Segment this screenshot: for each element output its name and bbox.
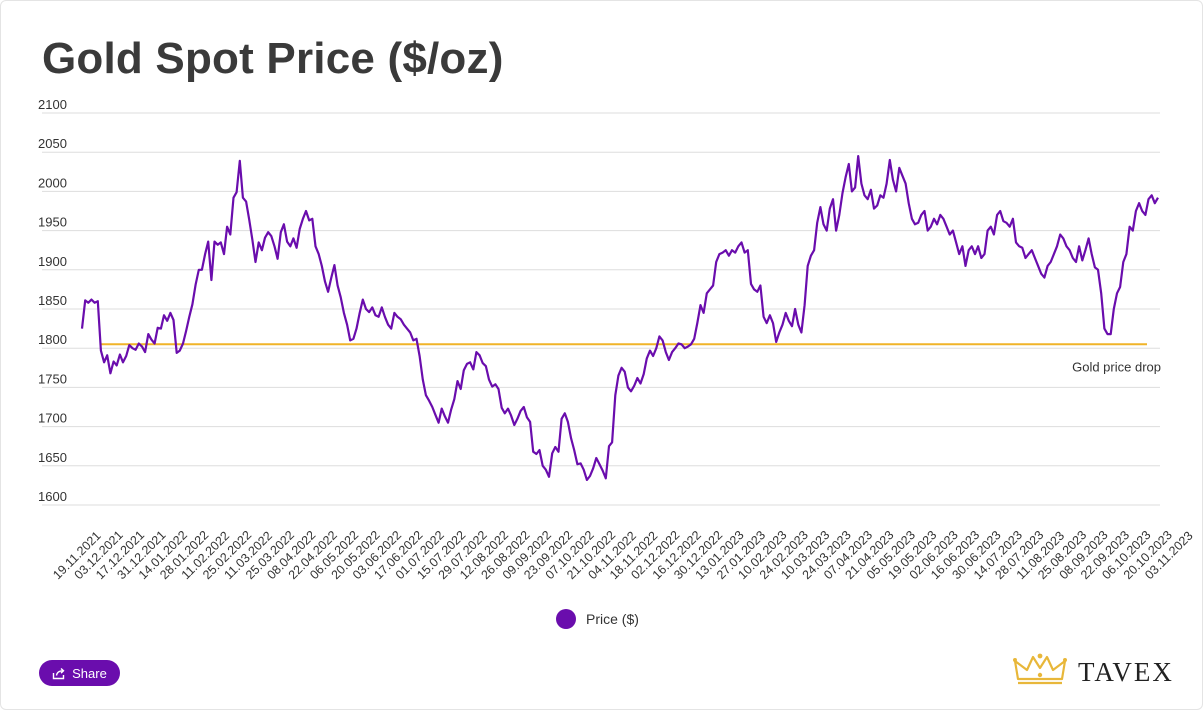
reference-line-label: Gold price drop: [1072, 359, 1161, 374]
price-series-line: [80, 155, 1159, 481]
y-tick-label: 2100: [38, 97, 67, 112]
brand-logo: TAVEX: [1012, 652, 1174, 693]
y-tick-label: 1600: [38, 489, 67, 504]
logo-text: TAVEX: [1078, 657, 1174, 687]
legend[interactable]: Price ($): [556, 608, 639, 630]
share-label: Share: [72, 665, 107, 681]
share-icon: [52, 667, 65, 680]
y-tick-label: 1900: [38, 254, 67, 269]
y-tick-label: 1950: [38, 215, 67, 230]
y-tick-label: 1850: [38, 293, 67, 308]
y-tick-label: 1700: [38, 411, 67, 426]
legend-label: Price ($): [586, 611, 639, 627]
page-title: Gold Spot Price ($/oz): [42, 34, 504, 83]
y-tick-label: 1800: [38, 332, 67, 347]
y-tick-label: 1650: [38, 450, 67, 465]
share-button[interactable]: Share: [39, 660, 120, 686]
y-tick-label: 2000: [38, 175, 67, 190]
y-tick-label: 1750: [38, 371, 67, 386]
y-tick-label: 2050: [38, 136, 67, 151]
legend-marker: [556, 609, 576, 629]
crown-icon: [1012, 652, 1068, 693]
